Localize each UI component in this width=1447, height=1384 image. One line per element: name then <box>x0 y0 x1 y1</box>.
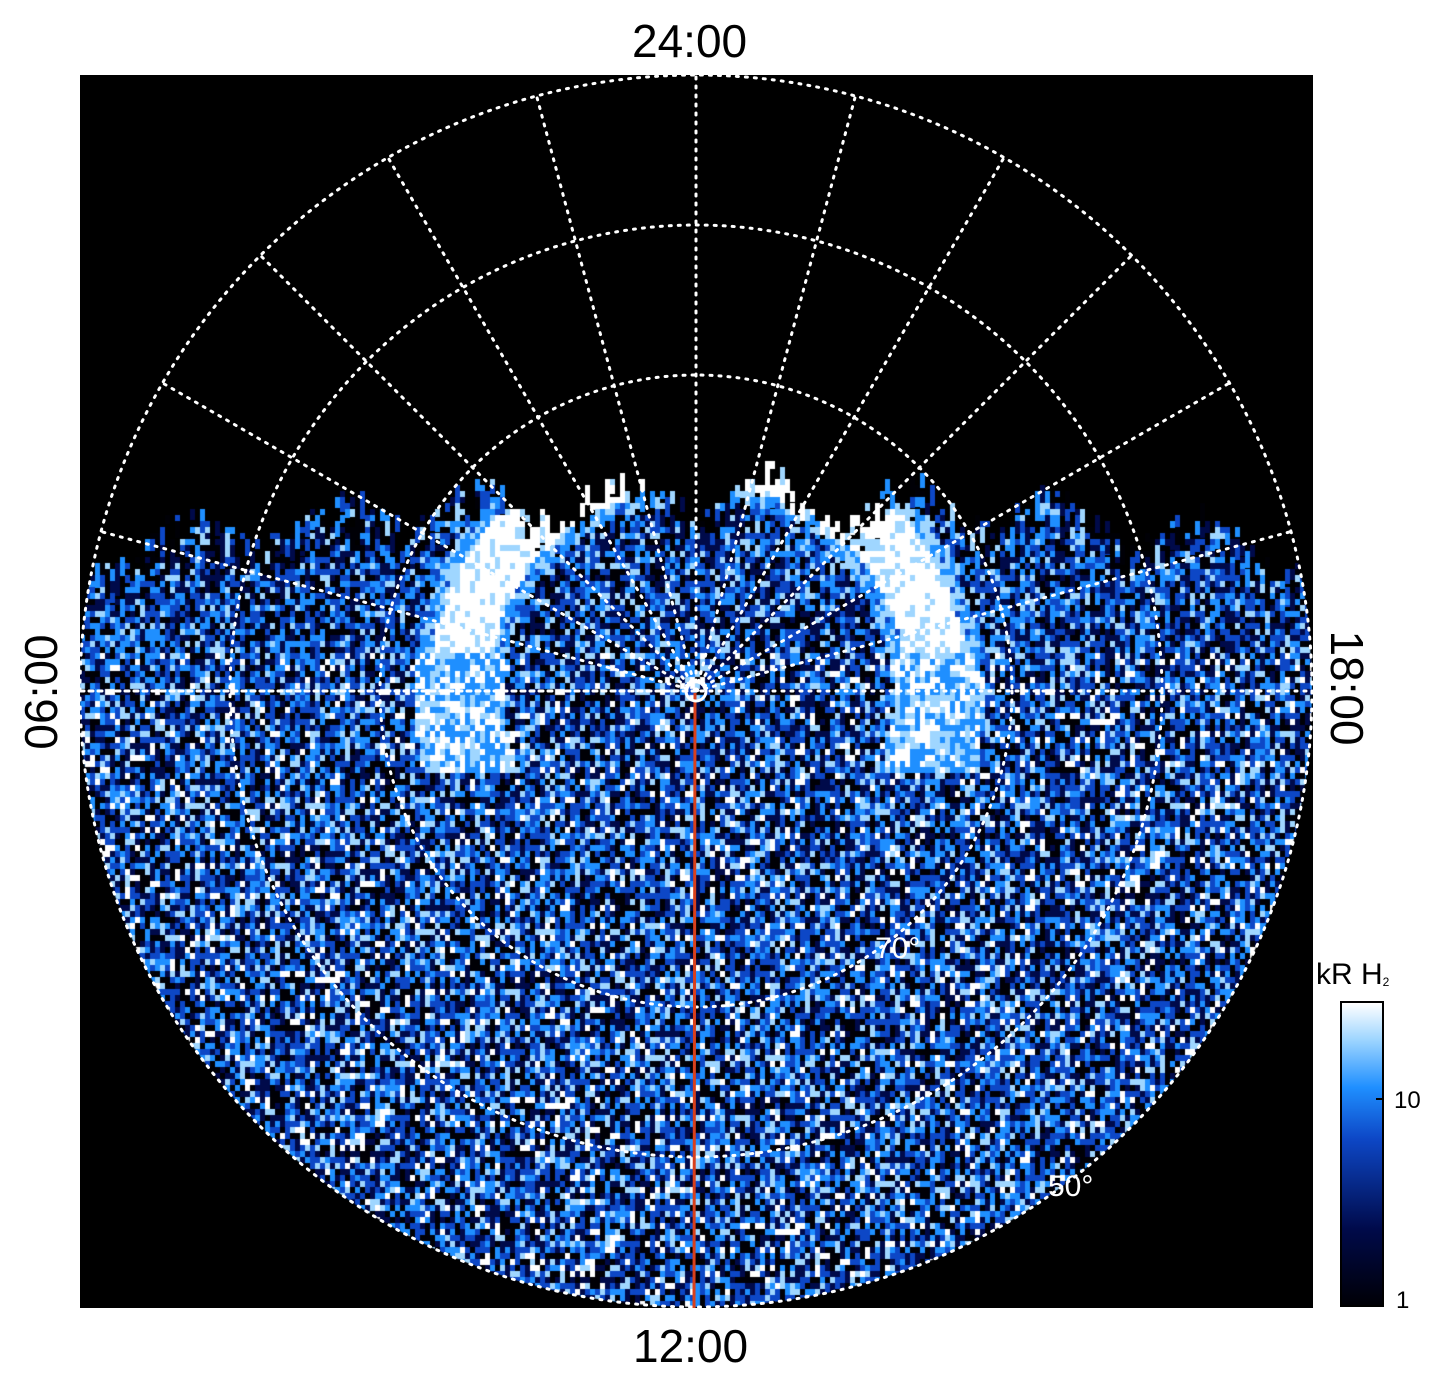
local-time-label-24: 24:00 <box>632 15 748 67</box>
local-time-meridian <box>694 156 1006 693</box>
local-time-meridian <box>694 253 1134 693</box>
local-time-meridian <box>386 156 698 693</box>
local-time-label-18: 18:00 <box>1321 630 1373 746</box>
polar-projection-plot: 70° 50° <box>80 75 1313 1308</box>
local-time-meridian <box>99 530 698 693</box>
colorbar-tick-1: 1 <box>1396 1287 1410 1314</box>
local-time-label-12: 12:00 <box>633 1320 749 1372</box>
local-time-label-06: 06:00 <box>15 634 67 750</box>
local-time-meridian <box>694 94 857 693</box>
local-time-meridian <box>535 94 698 693</box>
local-time-meridian <box>258 253 698 693</box>
colorbar-tick-mark <box>1376 1098 1384 1100</box>
local-time-meridian <box>694 381 1231 693</box>
colorbar <box>1340 1001 1384 1307</box>
latitude-label-50: 50° <box>1048 1170 1093 1203</box>
local-time-meridian <box>161 381 698 693</box>
colorbar-tick-10: 10 <box>1394 1087 1421 1114</box>
grid-overlay: 70° 50° <box>80 75 1313 1308</box>
pole-marker <box>684 679 708 703</box>
noon-meridian-line <box>692 692 697 1308</box>
latitude-circle <box>80 75 1313 1308</box>
colorbar-title: kR H2 <box>1316 958 1390 991</box>
latitude-label-70: 70° <box>875 932 920 965</box>
local-time-meridian <box>694 530 1293 693</box>
